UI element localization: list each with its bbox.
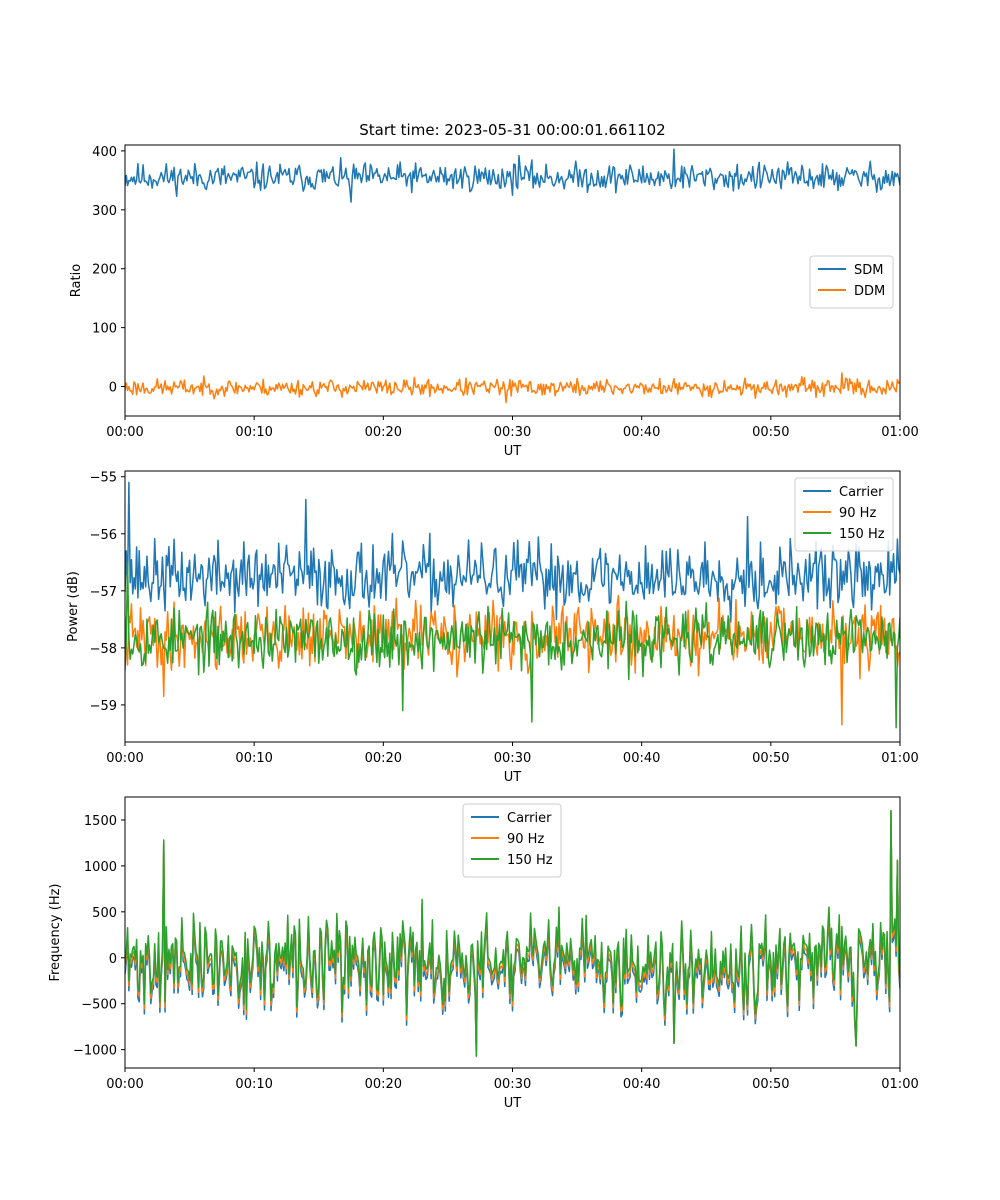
y-tick-label: −1000 [73, 1044, 117, 1059]
x-tick-label: 00:00 [106, 1077, 143, 1092]
legend: Carrier 90 Hz 150 Hz [462, 803, 562, 878]
x-tick-label: 00:50 [752, 1077, 789, 1092]
x-tick-label: 00:20 [365, 1077, 402, 1092]
y-tick-label: −56 [90, 528, 117, 543]
legend-label: 150 Hz [839, 527, 885, 542]
series-line-sdm [125, 148, 900, 203]
legend-label: 150 Hz [507, 853, 553, 868]
y-tick-label: 1000 [84, 860, 117, 875]
series-line-carrier [125, 481, 900, 623]
y-tick-label: −55 [90, 471, 117, 486]
subplot-3: 00:00 00:10 00:20 00:30 00:40 00:50 01:00 −1000… [48, 796, 919, 1111]
x-tick-label: 00:40 [623, 751, 660, 766]
x-tick-label: 01:00 [881, 751, 918, 766]
x-axis-label: UT [504, 1096, 522, 1111]
y-tick-label: −58 [90, 642, 117, 657]
subplot-1: 00:00 00:10 00:20 00:30 00:40 00:50 01:00 0 100 2… [69, 144, 919, 459]
x-tick-label: 00:10 [235, 1077, 272, 1092]
x-tick-label: 01:00 [881, 425, 918, 440]
legend-label: DDM [854, 284, 885, 299]
plot-area [125, 148, 900, 404]
legend-label: Carrier [507, 811, 552, 826]
y-tick-label: 200 [92, 263, 117, 278]
x-tick-label: 00:20 [365, 751, 402, 766]
subplots: 00:00 00:10 00:20 00:30 00:40 00:50 01:00 0 100 2… [48, 144, 919, 1111]
figure-title: Start time: 2023-05-31 00:00:01.661102 [359, 121, 665, 139]
x-tick-label: 01:00 [881, 1077, 918, 1092]
x-tick-label: 00:00 [106, 425, 143, 440]
y-tick-label: 300 [92, 204, 117, 219]
legend-label: Carrier [839, 485, 884, 500]
y-tick-label: 500 [92, 906, 117, 921]
x-tick-label: 00:40 [623, 1077, 660, 1092]
x-tick-label: 00:50 [752, 425, 789, 440]
y-tick-label: 0 [109, 381, 117, 396]
x-tick-label: 00:10 [235, 425, 272, 440]
y-tick-label: 400 [92, 145, 117, 160]
plot-area [125, 810, 900, 1057]
subplot-2: 00:00 00:10 00:20 00:30 00:40 00:50 01:00 −59 −5… [66, 470, 919, 785]
legend: SDM DDM [809, 255, 894, 309]
y-axis-label: Frequency (Hz) [48, 883, 63, 981]
series-line-150-hz [125, 810, 900, 1057]
axes-frame [124, 470, 901, 743]
x-tick-label: 00:50 [752, 751, 789, 766]
series-line-ddm [125, 372, 900, 404]
y-tick-label: 0 [109, 952, 117, 967]
y-tick-label: −500 [81, 998, 117, 1013]
x-tick-label: 00:30 [494, 425, 531, 440]
plot-area [125, 481, 900, 729]
x-tick-label: 00:00 [106, 751, 143, 766]
y-tick-label: −57 [90, 585, 117, 600]
x-axis-label: UT [504, 770, 522, 785]
x-tick-label: 00:20 [365, 425, 402, 440]
x-axis-label: UT [504, 444, 522, 459]
y-tick-label: 1500 [84, 814, 117, 829]
x-tick-label: 00:10 [235, 751, 272, 766]
y-tick-label: −59 [90, 699, 117, 714]
x-tick-label: 00:40 [623, 425, 660, 440]
x-tick-label: 00:30 [494, 751, 531, 766]
legend-label: 90 Hz [507, 832, 544, 847]
legend: Carrier 90 Hz 150 Hz [794, 477, 894, 552]
series-line-150-hz [125, 561, 900, 729]
legend-label: SDM [854, 263, 883, 278]
y-axis-label: Power (dB) [66, 571, 81, 642]
y-tick-label: 100 [92, 322, 117, 337]
y-axis-label: Ratio [69, 264, 84, 297]
x-tick-label: 00:30 [494, 1077, 531, 1092]
legend-label: 90 Hz [839, 506, 876, 521]
